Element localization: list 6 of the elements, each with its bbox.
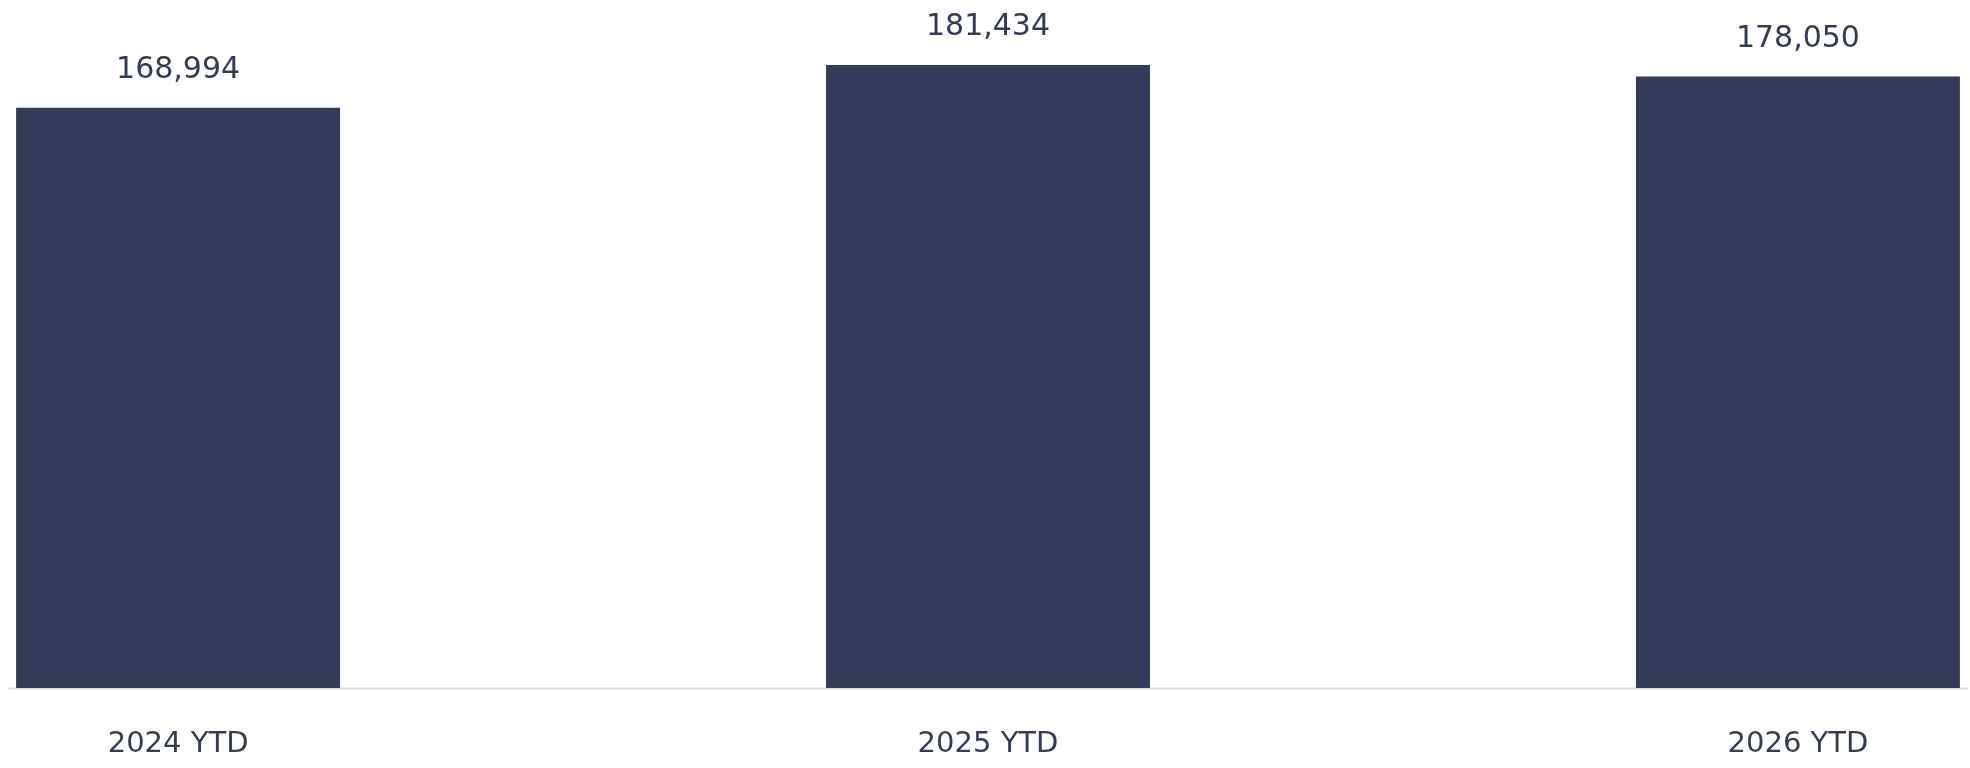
x-tick-label: 2026 YTD — [1727, 724, 1869, 759]
data-label: 181,434 — [925, 7, 1051, 42]
x-tick-label: 2024 YTD — [107, 724, 249, 759]
data-label: 168,994 — [116, 49, 241, 85]
data-label: 178,050 — [1735, 18, 1860, 54]
x-tick-label: 2025 YTD — [917, 724, 1059, 759]
